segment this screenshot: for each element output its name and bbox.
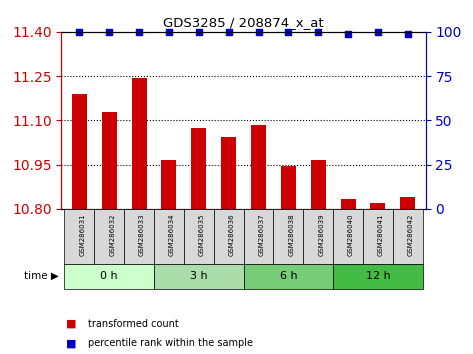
Point <box>374 29 382 35</box>
Text: 6 h: 6 h <box>280 271 297 281</box>
Text: GSM286037: GSM286037 <box>259 213 264 256</box>
Bar <box>341 199 356 209</box>
Bar <box>102 112 117 209</box>
Point <box>195 29 202 35</box>
Text: 12 h: 12 h <box>366 271 390 281</box>
Text: GSM286032: GSM286032 <box>109 213 115 256</box>
Bar <box>221 137 236 209</box>
Text: GSM286039: GSM286039 <box>318 213 324 256</box>
Point <box>315 29 322 35</box>
Text: percentile rank within the sample: percentile rank within the sample <box>88 338 253 348</box>
Point <box>165 29 173 35</box>
Text: 0 h: 0 h <box>100 271 118 281</box>
Point <box>404 31 412 36</box>
Point <box>135 29 143 35</box>
Point <box>285 29 292 35</box>
Bar <box>161 160 176 209</box>
Bar <box>72 94 87 209</box>
Text: GSM286038: GSM286038 <box>289 213 294 256</box>
Text: ■: ■ <box>66 338 77 348</box>
Text: GSM286042: GSM286042 <box>408 213 414 256</box>
Text: transformed count: transformed count <box>88 319 178 329</box>
Text: GSM286036: GSM286036 <box>228 213 235 256</box>
Point <box>344 31 352 36</box>
Bar <box>131 78 147 209</box>
Text: GSM286041: GSM286041 <box>378 213 384 256</box>
Title: GDS3285 / 208874_x_at: GDS3285 / 208874_x_at <box>163 16 324 29</box>
Text: ■: ■ <box>66 319 77 329</box>
Text: GSM286040: GSM286040 <box>348 213 354 256</box>
Text: GSM286034: GSM286034 <box>169 213 175 256</box>
Text: time ▶: time ▶ <box>24 271 59 281</box>
Bar <box>400 197 415 209</box>
Point <box>255 29 263 35</box>
Text: GSM286035: GSM286035 <box>199 213 205 256</box>
Bar <box>370 203 385 209</box>
Point <box>225 29 232 35</box>
Bar <box>251 125 266 209</box>
Text: GSM286031: GSM286031 <box>79 213 86 256</box>
Bar <box>192 128 206 209</box>
Point <box>105 29 113 35</box>
Bar <box>281 166 296 209</box>
Text: 3 h: 3 h <box>190 271 208 281</box>
Text: GSM286033: GSM286033 <box>139 213 145 256</box>
Point <box>76 29 83 35</box>
Bar <box>311 160 326 209</box>
